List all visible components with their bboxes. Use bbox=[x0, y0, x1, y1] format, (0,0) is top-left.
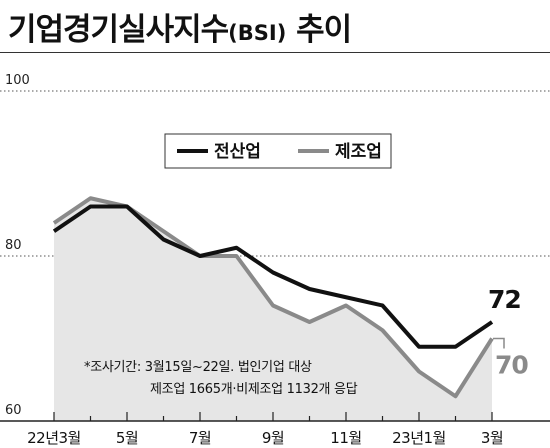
x-tick-label: 11월 bbox=[330, 429, 361, 447]
y-tick-label: 100 bbox=[5, 73, 30, 88]
series-line-all-industry bbox=[52, 204, 494, 349]
chart-title-paren: (BSI) bbox=[228, 21, 287, 45]
manufacturing-area-fill bbox=[54, 198, 492, 421]
title-divider bbox=[0, 52, 550, 53]
legend: 전산업 제조업 bbox=[164, 133, 392, 169]
x-tick-label: 23년1월 bbox=[392, 429, 446, 447]
chart-title: 기업경기실사지수(BSI) 추이 bbox=[8, 4, 352, 49]
x-axis: 22년3월 5월 7월 9월 11월 23년1월 3월 bbox=[0, 412, 550, 447]
chart-title-main: 기업경기실사지수 bbox=[8, 12, 229, 48]
y-tick-label: 80 bbox=[5, 238, 22, 253]
legend-label-manufacturing: 제조업 bbox=[335, 142, 382, 162]
note-line-2: 제조업 1665개·비제조업 1132개 응답 bbox=[150, 382, 358, 397]
x-tick-label: 3월 bbox=[481, 429, 503, 447]
x-tick-label: 7월 bbox=[189, 429, 211, 447]
end-label-all-industry: 72 bbox=[488, 285, 521, 314]
y-axis-ticks: 60 80 100 bbox=[5, 73, 30, 418]
x-tick-label: 22년3월 bbox=[27, 429, 81, 447]
note-line-1: *조사기간: 3월15일~22일. 법인기업 대상 bbox=[84, 360, 312, 375]
end-label-manufacturing: 70 bbox=[495, 351, 528, 380]
y-tick-label: 60 bbox=[5, 403, 22, 418]
end-label-manufacturing-connector bbox=[493, 337, 505, 349]
x-tick-label: 5월 bbox=[116, 429, 138, 447]
x-tick-label: 9월 bbox=[262, 429, 284, 447]
chart-title-tail: 추이 bbox=[286, 12, 352, 48]
legend-label-all-industry: 전산업 bbox=[214, 142, 261, 162]
